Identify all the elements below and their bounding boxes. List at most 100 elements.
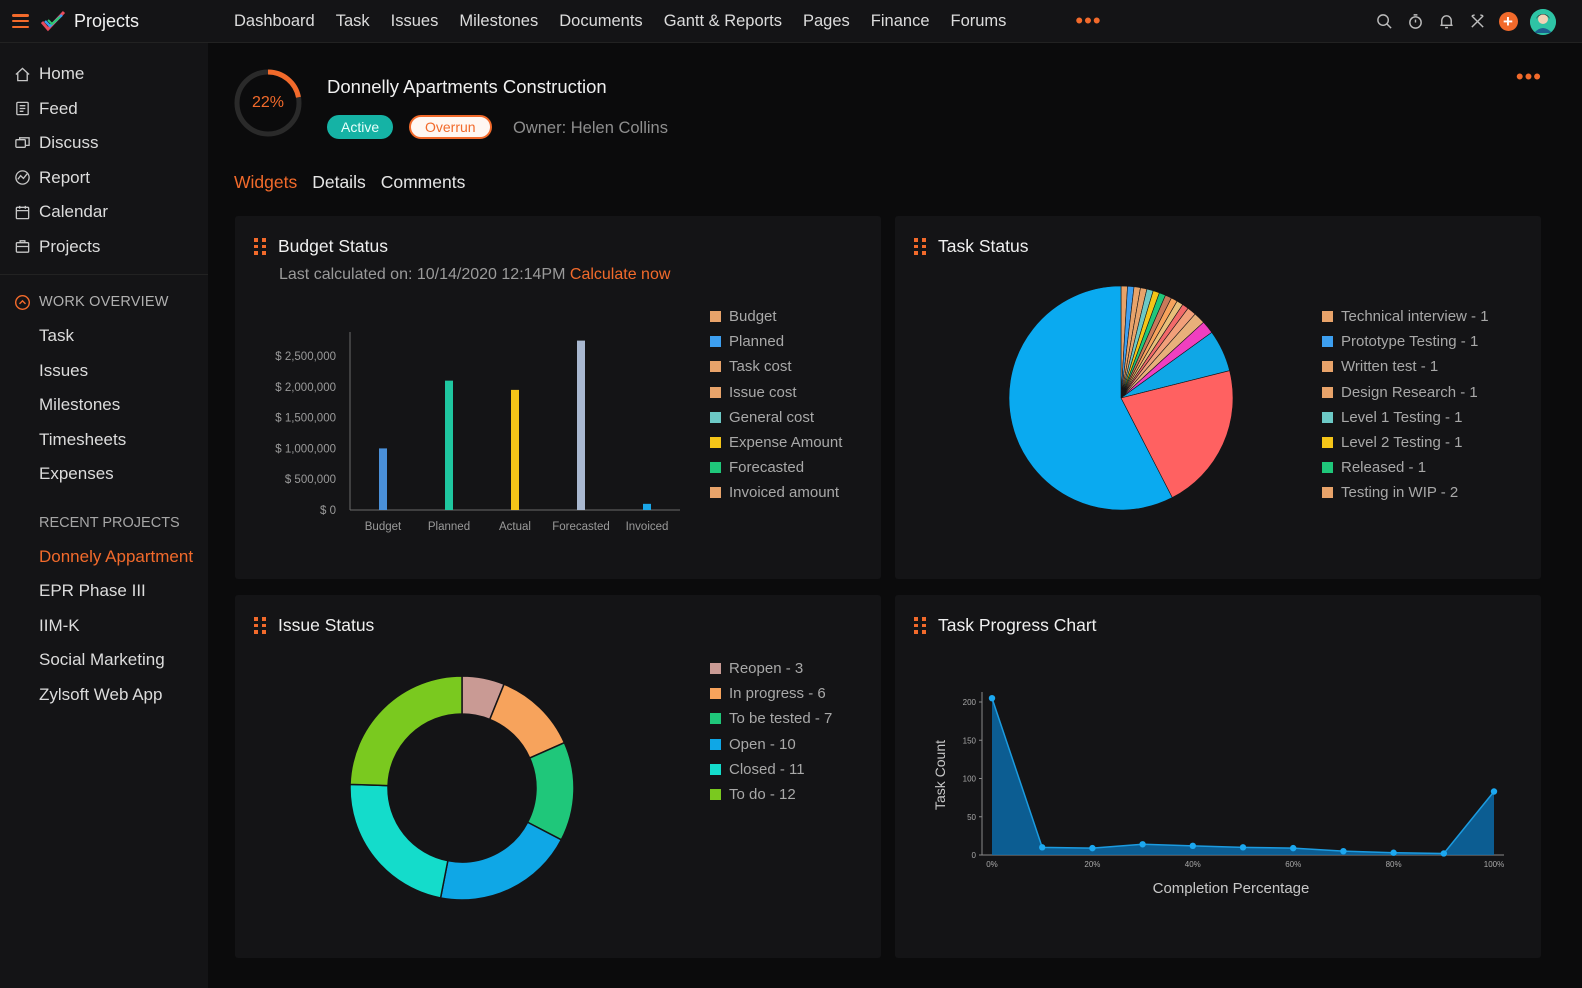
work-overview-toggle[interactable]: WORK OVERVIEW	[0, 285, 208, 319]
work-timesheets[interactable]: Timesheets	[39, 429, 127, 449]
search-button[interactable]	[1374, 12, 1394, 32]
notifications-button[interactable]	[1436, 12, 1456, 32]
topnav-finance[interactable]: Finance	[870, 11, 930, 30]
y-tick-label: $ 2,000,000	[275, 382, 336, 394]
widget-title: Issue Status	[278, 615, 375, 635]
nav-calendar[interactable]: Calendar	[0, 195, 208, 230]
legend-item[interactable]: Task cost	[710, 354, 842, 379]
overrun-badge: Overrun	[409, 115, 492, 139]
topnav-issues[interactable]: Issues	[390, 11, 439, 30]
drag-handle-icon[interactable]	[914, 617, 926, 634]
nav-feed[interactable]: Feed	[0, 92, 208, 127]
recent-project-social[interactable]: Social Marketing	[39, 650, 165, 670]
topnav-documents[interactable]: Documents	[559, 11, 643, 30]
projects-logo-icon	[40, 10, 66, 32]
x-tick-label: 20%	[1084, 860, 1100, 869]
legend-label: Issue cost	[729, 383, 797, 401]
recent-project-epr[interactable]: EPR Phase III	[39, 581, 146, 601]
legend-item[interactable]: Invoiced amount	[710, 480, 842, 505]
work-task[interactable]: Task	[39, 326, 74, 346]
legend-label: Reopen - 3	[729, 660, 804, 678]
last-calculated: Last calculated on: 10/14/2020 12:14PM C…	[279, 266, 670, 284]
bar-invoiced	[643, 503, 651, 510]
work-milestones[interactable]: Milestones	[39, 395, 121, 415]
legend-label: Invoiced amount	[729, 484, 840, 502]
legend-item[interactable]: Level 2 Testing - 1	[1322, 430, 1489, 455]
topnav-task[interactable]: Task	[335, 11, 370, 30]
work-issues[interactable]: Issues	[39, 360, 89, 380]
bar-actual	[511, 389, 519, 510]
legend-item[interactable]: Forecasted	[710, 455, 842, 480]
data-point	[1440, 850, 1447, 857]
pie-slice-5	[349, 675, 463, 787]
legend-item[interactable]: Technical interview - 1	[1322, 304, 1489, 329]
topnav-pages[interactable]: Pages	[803, 11, 850, 30]
legend-item[interactable]: To do - 12	[710, 782, 832, 807]
avatar[interactable]	[1530, 8, 1556, 35]
legend-swatch	[710, 789, 721, 801]
y-tick-label: $ 1,500,000	[275, 413, 336, 425]
legend-item[interactable]: Expense Amount	[710, 430, 842, 455]
legend-item[interactable]: Reopen - 3	[710, 656, 832, 681]
legend-swatch	[710, 688, 721, 700]
legend-item[interactable]: General cost	[710, 405, 842, 430]
legend-item[interactable]: Budget	[710, 304, 842, 329]
nav-discuss[interactable]: Discuss	[0, 126, 208, 161]
drag-handle-icon[interactable]	[254, 238, 266, 255]
hamburger-menu-icon[interactable]	[12, 14, 29, 28]
legend-item[interactable]: Level 1 Testing - 1	[1322, 405, 1489, 430]
feed-icon	[16, 101, 29, 116]
legend-item[interactable]: Testing in WIP - 2	[1322, 480, 1489, 505]
topnav-milestones[interactable]: Milestones	[459, 11, 539, 30]
project-more-button[interactable]: •••	[1515, 64, 1542, 89]
legend-label: Technical interview - 1	[1341, 308, 1489, 326]
brand: Projects	[0, 0, 208, 43]
legend-item[interactable]: Written test - 1	[1322, 354, 1489, 379]
pie-slice-4	[349, 783, 449, 899]
legend-item[interactable]: Closed - 11	[710, 757, 832, 782]
tab-details[interactable]: Details	[312, 172, 366, 192]
nav-home[interactable]: Home	[0, 57, 208, 92]
drag-handle-icon[interactable]	[254, 617, 266, 634]
tools-button[interactable]	[1467, 12, 1487, 32]
widget-title: Task Progress Chart	[938, 615, 1097, 635]
drag-handle-icon[interactable]	[914, 238, 926, 255]
legend-swatch	[710, 361, 721, 373]
top-icons: +	[1363, 0, 1556, 43]
recent-project-iimk[interactable]: IIM-K	[39, 615, 80, 635]
legend-item[interactable]: Design Research - 1	[1322, 380, 1489, 405]
y-tick-label: $ 1,000,000	[275, 443, 336, 455]
legend-item[interactable]: Issue cost	[710, 380, 842, 405]
legend-item[interactable]: To be tested - 7	[710, 706, 832, 731]
work-expenses[interactable]: Expenses	[39, 464, 114, 484]
x-tick-label: 0%	[986, 860, 998, 869]
legend-item[interactable]: In progress - 6	[710, 681, 832, 706]
topnav-more-button[interactable]: •••	[1075, 8, 1102, 33]
y-tick-label: 100	[963, 775, 977, 784]
project-header: 22% Donnelly Apartments Construction Act…	[234, 64, 1554, 146]
topnav-gantt-reports[interactable]: Gantt & Reports	[663, 11, 782, 30]
tab-widgets[interactable]: Widgets	[234, 172, 298, 192]
legend-item[interactable]: Planned	[710, 329, 842, 354]
timer-button[interactable]	[1405, 12, 1425, 32]
legend-swatch	[1322, 487, 1333, 499]
legend-item[interactable]: Open - 10	[710, 732, 832, 757]
page-title: Donnelly Apartments Construction	[327, 76, 607, 97]
legend-swatch	[1322, 462, 1333, 474]
y-axis-title: Task Count	[932, 740, 948, 810]
quick-add-button[interactable]: +	[1498, 12, 1518, 32]
recent-project-zylsoft[interactable]: Zylsoft Web App	[39, 684, 163, 704]
status-badge[interactable]: Active	[327, 115, 394, 139]
nav-report[interactable]: Report	[0, 161, 208, 196]
topnav-dashboard[interactable]: Dashboard	[234, 11, 315, 30]
calculate-now-link[interactable]: Calculate now	[569, 266, 671, 283]
nav-projects[interactable]: Projects	[0, 230, 208, 265]
tab-comments[interactable]: Comments	[380, 172, 466, 192]
recent-project-donnely[interactable]: Donnely Appartment	[39, 546, 194, 566]
topnav-forums[interactable]: Forums	[950, 11, 1007, 30]
work-overview-heading: WORK OVERVIEW	[39, 294, 169, 310]
legend-item[interactable]: Released - 1	[1322, 455, 1489, 480]
data-point	[1039, 844, 1046, 851]
x-tick-label: Budget	[365, 521, 402, 533]
legend-item[interactable]: Prototype Testing - 1	[1322, 329, 1489, 354]
